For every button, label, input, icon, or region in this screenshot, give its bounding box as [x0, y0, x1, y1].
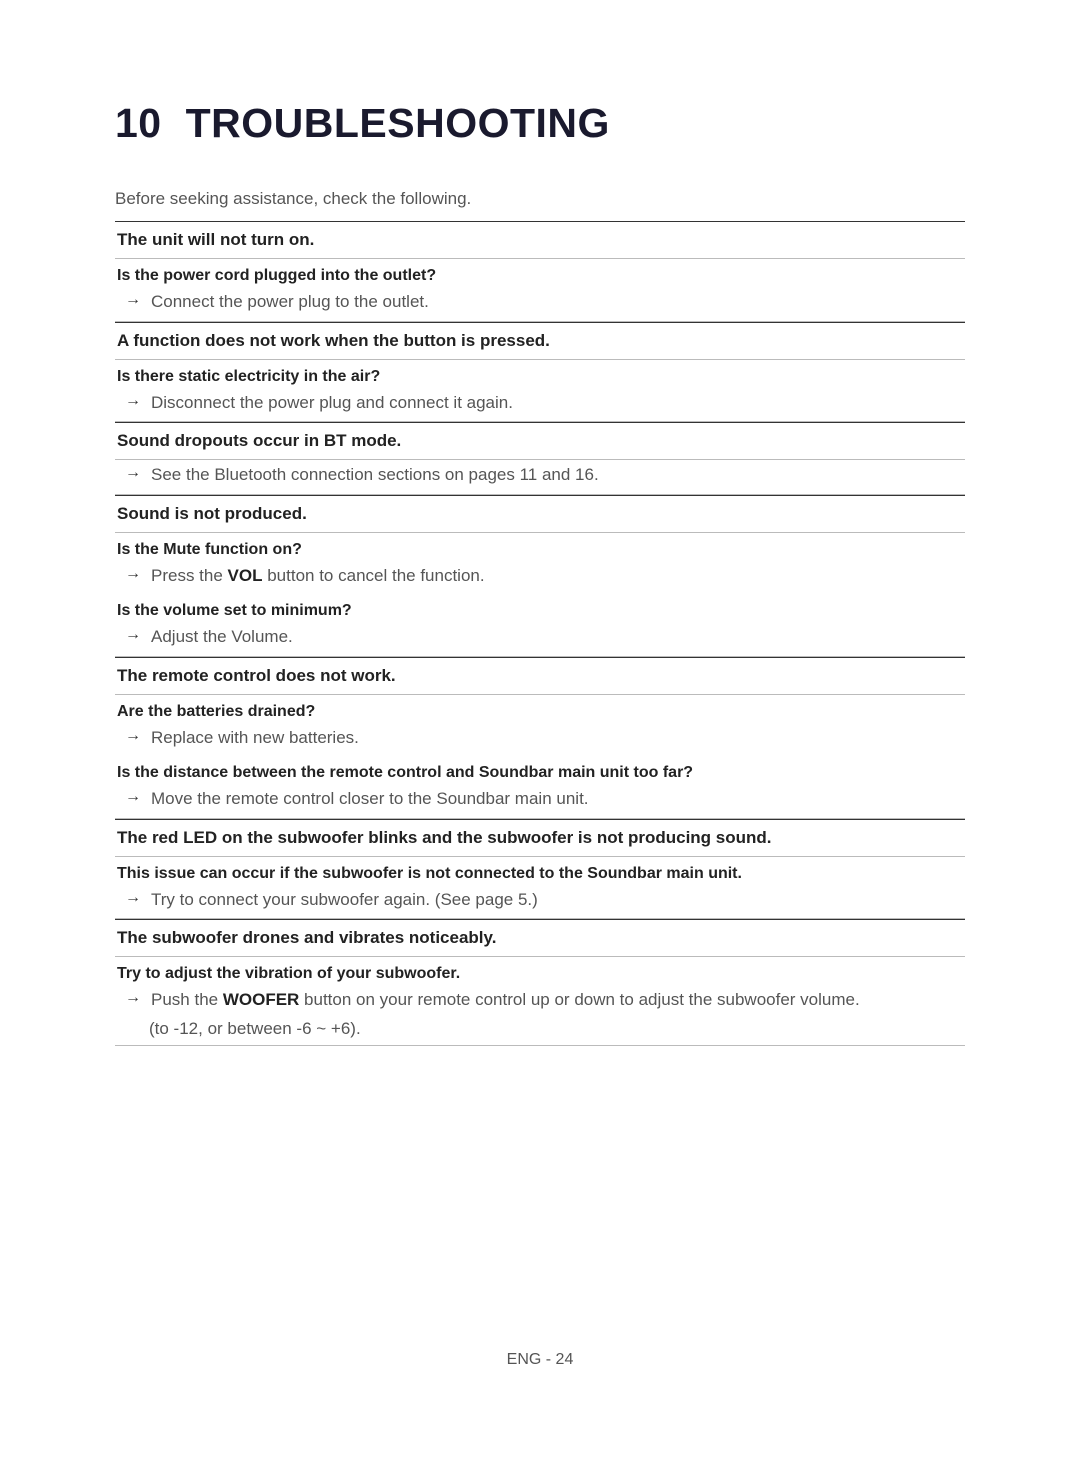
- section-header: A function does not work when the button…: [115, 322, 965, 360]
- section-header: Sound dropouts occur in BT mode.: [115, 422, 965, 460]
- question-text: This issue can occur if the subwoofer is…: [115, 857, 965, 885]
- question-text: Is the distance between the remote contr…: [115, 756, 965, 784]
- answer-row: → Disconnect the power plug and connect i…: [115, 388, 965, 422]
- answer-suffix: Replace with new batteries.: [151, 728, 359, 747]
- answer-row: → See the Bluetooth connection sections o…: [115, 460, 965, 494]
- answer-suffix: button to cancel the function.: [263, 566, 485, 585]
- troubleshooting-sections: The unit will not turn on.Is the power c…: [115, 221, 965, 1046]
- question-text: Is there static electricity in the air?: [115, 360, 965, 388]
- section-body: Are the batteries drained?→Replace with …: [115, 695, 965, 819]
- section-body: Is the power cord plugged into the outle…: [115, 259, 965, 322]
- arrow-icon: →: [125, 289, 141, 311]
- section-body: Try to adjust the vibration of your subw…: [115, 957, 965, 1046]
- section-body: This issue can occur if the subwoofer is…: [115, 857, 965, 920]
- chapter-title: 10 TROUBLESHOOTING: [115, 100, 965, 147]
- answer-text: Replace with new batteries.: [151, 725, 359, 751]
- answer-text: See the Bluetooth connection sections on…: [151, 462, 599, 488]
- arrow-icon: →: [125, 563, 141, 585]
- answer-prefix: Press the: [151, 566, 228, 585]
- section-header: Sound is not produced.: [115, 495, 965, 533]
- arrow-icon: →: [125, 624, 141, 646]
- answer-text: Press the VOL button to cancel the funct…: [151, 563, 485, 589]
- answer-text: Adjust the Volume.: [151, 624, 293, 650]
- arrow-icon: →: [125, 786, 141, 808]
- question-text: Are the batteries drained?: [115, 695, 965, 723]
- chapter-title-text: TROUBLESHOOTING: [186, 100, 610, 146]
- answer-row: → Push the WOOFER button on your remote c…: [115, 985, 965, 1019]
- section-header: The red LED on the subwoofer blinks and …: [115, 819, 965, 857]
- answer-text: Push the WOOFER button on your remote co…: [151, 987, 860, 1013]
- arrow-icon: →: [125, 887, 141, 909]
- answer-suffix: Connect the power plug to the outlet.: [151, 292, 429, 311]
- section-header: The unit will not turn on.: [115, 221, 965, 259]
- arrow-icon: →: [125, 462, 141, 484]
- answer-suffix: button on your remote control up or down…: [299, 990, 859, 1009]
- chapter-number: 10: [115, 100, 162, 147]
- answer-suffix: Disconnect the power plug and connect it…: [151, 393, 513, 412]
- answer-suffix: Adjust the Volume.: [151, 627, 293, 646]
- section-body: Is there static electricity in the air?→…: [115, 360, 965, 423]
- question-text: Is the volume set to minimum?: [115, 594, 965, 622]
- section-body: Is the Mute function on?→Press the VOL b…: [115, 533, 965, 657]
- answer-row: → Connect the power plug to the outlet.: [115, 287, 965, 321]
- section-header: The subwoofer drones and vibrates notice…: [115, 919, 965, 957]
- page-footer: ENG - 24: [0, 1351, 1080, 1369]
- arrow-icon: →: [125, 390, 141, 412]
- arrow-icon: →: [125, 987, 141, 1009]
- arrow-icon: →: [125, 725, 141, 747]
- answer-text: Try to connect your subwoofer again. (Se…: [151, 887, 538, 913]
- question-text: Is the Mute function on?: [115, 533, 965, 561]
- answer-continuation: (to -12, or between -6 ~ +6).: [149, 1019, 965, 1045]
- answer-row: → Press the VOL button to cancel the func…: [115, 561, 965, 595]
- section-body: → See the Bluetooth connection sections o…: [115, 460, 965, 495]
- answer-bold: WOOFER: [223, 990, 300, 1009]
- answer-text: Connect the power plug to the outlet.: [151, 289, 429, 315]
- answer-prefix: Push the: [151, 990, 223, 1009]
- answer-row: → Move the remote control closer to the S…: [115, 784, 965, 818]
- section-header: The remote control does not work.: [115, 657, 965, 695]
- question-text: Is the power cord plugged into the outle…: [115, 259, 965, 287]
- question-text: Try to adjust the vibration of your subw…: [115, 957, 965, 985]
- answer-text: Disconnect the power plug and connect it…: [151, 390, 513, 416]
- answer-row: → Adjust the Volume.: [115, 622, 965, 656]
- answer-row: → Try to connect your subwoofer again. (S…: [115, 885, 965, 919]
- intro-text: Before seeking assistance, check the fol…: [115, 189, 965, 209]
- answer-suffix: Try to connect your subwoofer again. (Se…: [151, 890, 538, 909]
- answer-suffix: Move the remote control closer to the So…: [151, 789, 589, 808]
- answer-row: → Replace with new batteries.: [115, 723, 965, 757]
- answer-text: Move the remote control closer to the So…: [151, 786, 589, 812]
- answer-suffix: See the Bluetooth connection sections on…: [151, 465, 599, 484]
- answer-bold: VOL: [228, 566, 263, 585]
